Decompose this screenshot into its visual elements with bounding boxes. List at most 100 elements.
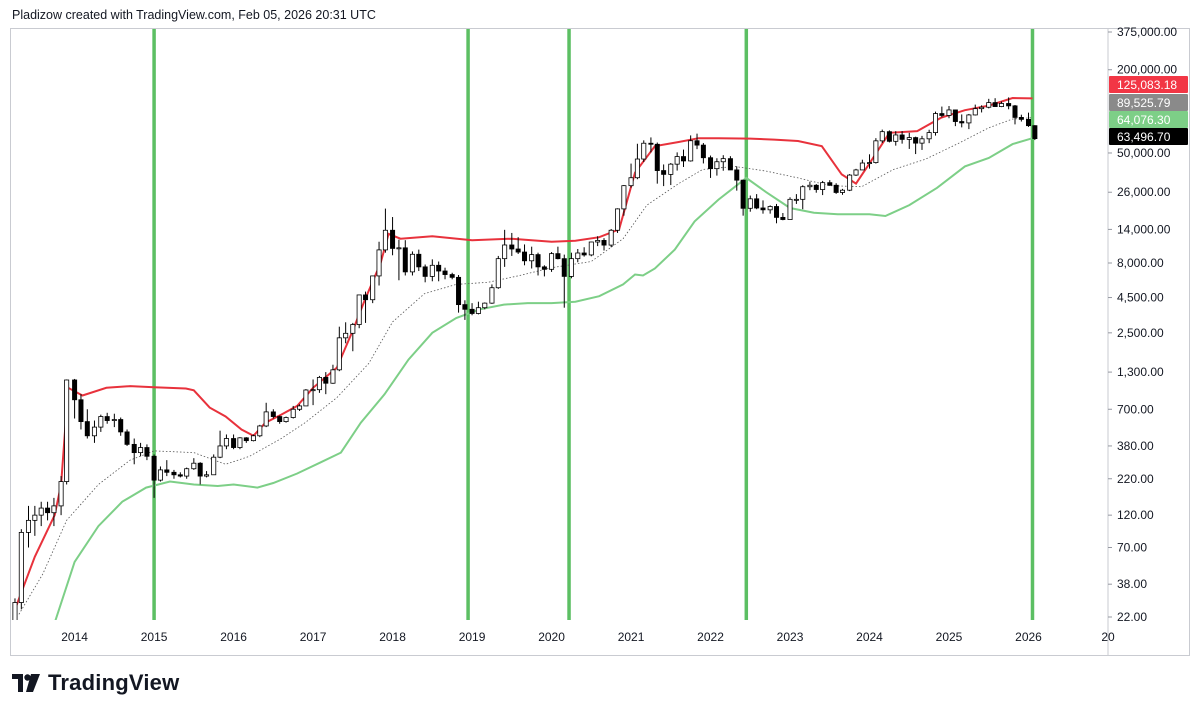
candle-body-down [780,216,786,220]
x-axis-tick-label: 2025 [936,630,963,644]
candle [310,379,316,406]
candle-body-up [297,405,303,410]
candle [952,109,958,127]
candle-body-down [144,447,150,457]
candle-body-up [138,447,144,454]
candle-body-down [561,258,567,277]
candle-body-up [343,332,349,339]
candle [998,101,1004,108]
candle [588,241,594,257]
candle [316,375,322,393]
x-axis-tick-label: 2017 [300,630,327,644]
candle [283,416,289,423]
candle-body-down [118,419,124,433]
candle [390,217,396,256]
candle-body-down [177,474,183,477]
candle [760,200,766,214]
y-axis-tick-label: 220.00 [1117,472,1154,486]
candle [793,194,799,204]
candle [581,247,587,257]
candle [661,164,667,187]
candle-body-up [906,137,912,140]
candle [654,142,660,184]
candle-body-up [263,411,269,427]
x-axis-tick-label: 2023 [777,630,804,644]
candle-body-up [396,247,402,250]
candle-body-up [64,379,70,482]
candle [1026,112,1032,127]
candle-body-down [952,109,958,122]
candle [1018,114,1024,122]
candle-body-up [867,162,873,164]
candle [223,434,229,450]
candle-body-up [946,109,952,116]
y-axis-tick-label: 22.00 [1117,610,1147,624]
candle-body-up [668,163,674,175]
candle-body-down [402,247,408,273]
candle-body-down [84,421,90,437]
y-axis-tick-label: 375,000.00 [1117,25,1177,39]
candle [859,159,865,171]
candle [893,131,899,146]
candle-body-up [747,198,753,209]
candle-body-down [681,156,687,162]
candle-body-up [853,169,859,176]
tradingview-logo[interactable]: TradingView [12,670,179,696]
candle [184,467,190,479]
candle [98,414,104,432]
chart-frame[interactable] [10,28,1190,656]
price-badge-bg [1109,94,1188,111]
candle-body-up [966,114,972,124]
candle [402,240,408,276]
candle [727,156,733,171]
candle [429,259,435,282]
candle [767,205,773,214]
candle [164,460,170,477]
candle [356,294,362,329]
candle [416,249,422,272]
price-badge[interactable]: 64,076.30 [1109,111,1188,128]
candle-body-down [78,399,84,422]
candle [634,143,640,180]
price-badge-label: 63,496.70 [1117,130,1171,144]
candle-body-up [859,162,865,171]
candle-body-down [124,431,130,445]
price-chart[interactable]: 375,000.00 200,000.00 50,000.00 26,000.00 14… [0,0,1200,660]
candle [118,417,124,436]
candle [959,114,965,128]
candle-body-down [661,170,667,175]
candle [277,415,283,424]
candle [104,412,110,424]
candle [899,131,905,144]
candle [138,442,144,457]
x-axis-tick-label: 2026 [1015,630,1042,644]
candle-body-down [654,143,660,171]
price-badge[interactable]: 125,083.18 [1109,76,1188,93]
candle-body-up [688,140,694,162]
candle-body-down [601,240,607,246]
candle [535,252,541,276]
candle [376,241,382,286]
candle-body-up [847,174,853,191]
candle [263,402,269,428]
candle [906,132,912,149]
candle [714,158,720,176]
candle [700,143,706,164]
candle [303,389,309,407]
x-axis-tick-label: 2015 [141,630,168,644]
candle [456,275,462,313]
candle-body-up [382,229,388,251]
candle-body-up [641,142,647,160]
price-badge[interactable]: 89,525.79 [1109,94,1188,111]
candle [144,444,150,461]
candle-body-down [131,443,137,454]
y-axis-tick-label: 70.00 [1117,541,1147,555]
candle-body-up [495,258,501,289]
candle [747,195,753,212]
price-badge[interactable]: 63,496.70 [1109,128,1188,145]
candle-body-down [1006,103,1012,107]
candle [601,238,607,251]
candle-body-down [270,411,276,417]
candle [939,106,945,118]
candle-body-down [774,206,780,218]
